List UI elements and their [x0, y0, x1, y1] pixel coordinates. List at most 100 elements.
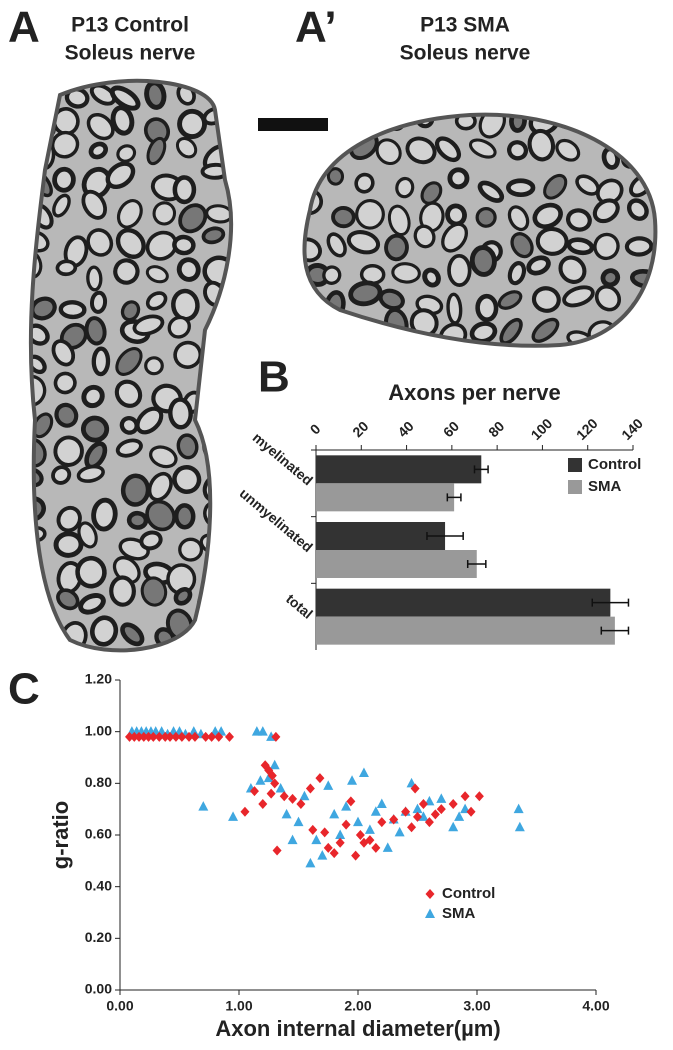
point: [329, 808, 340, 819]
axon: [318, 312, 346, 342]
point: [129, 731, 139, 742]
axon: [565, 208, 592, 232]
point: [308, 824, 318, 835]
point: [228, 811, 239, 821]
axon: [215, 623, 232, 651]
point: [430, 809, 440, 820]
axon: [562, 285, 595, 308]
axon: [201, 226, 226, 245]
legend-label: SMA: [588, 478, 622, 495]
axon: [168, 397, 193, 430]
axon: [506, 178, 536, 198]
axon: [116, 144, 137, 163]
axon: [115, 347, 143, 376]
point: [184, 731, 194, 742]
bar: [316, 455, 482, 484]
axon: [145, 499, 176, 532]
point: [201, 731, 211, 742]
point: [466, 806, 476, 817]
x-tick-label: 100: [528, 415, 556, 443]
panel-title: Soleus nerve: [65, 42, 196, 65]
axon: [109, 85, 141, 111]
axon: [172, 175, 197, 205]
axon: [176, 433, 199, 460]
axon: [132, 314, 165, 336]
point: [249, 786, 259, 797]
axon: [347, 114, 376, 132]
point: [305, 857, 316, 868]
axon: [391, 262, 421, 284]
axon: [626, 198, 649, 221]
axon: [395, 176, 415, 199]
axon: [77, 521, 98, 549]
axon: [51, 339, 76, 367]
axon: [53, 371, 77, 395]
point: [448, 821, 459, 832]
axon: [566, 237, 595, 256]
error-bar: [446, 493, 462, 502]
point: [154, 731, 164, 742]
axon: [469, 321, 498, 344]
y-axis-title: g-ratio: [48, 801, 73, 869]
axon: [422, 267, 441, 288]
point: [125, 731, 135, 742]
axon: [447, 253, 472, 287]
axon: [348, 280, 383, 307]
y-tick-label: 0.40: [85, 877, 112, 893]
x-tick-label: 0: [307, 421, 324, 438]
point: [287, 834, 298, 845]
axon: [145, 230, 178, 261]
point: [418, 811, 429, 821]
axon: [30, 374, 47, 408]
point: [177, 731, 187, 742]
error-bar: [466, 560, 487, 568]
axon: [149, 445, 178, 469]
point: [171, 731, 181, 742]
point: [413, 811, 422, 822]
point: [267, 770, 277, 781]
error-bar: [426, 532, 464, 540]
micrograph: [304, 114, 656, 346]
axon: [326, 232, 347, 258]
axon: [445, 203, 467, 227]
axon: [526, 255, 551, 276]
axon: [304, 320, 308, 341]
point: [382, 842, 393, 852]
axon: [360, 322, 385, 341]
bar: [316, 483, 455, 512]
axon: [531, 317, 560, 343]
point: [407, 822, 417, 833]
axon: [497, 290, 523, 310]
y-tick-label: myelinated: [250, 429, 316, 488]
point: [474, 791, 484, 802]
axon: [90, 615, 119, 647]
axon: [52, 166, 76, 193]
point: [377, 817, 387, 828]
axon: [86, 228, 114, 257]
y-tick-label: 0.60: [85, 826, 112, 842]
axon: [477, 180, 505, 203]
point: [410, 783, 420, 794]
point: [281, 808, 292, 819]
point: [134, 731, 144, 742]
chart-title: Axons per nerve: [388, 380, 560, 405]
point: [299, 790, 310, 801]
x-tick-label: 1.00: [225, 998, 252, 1014]
axon: [146, 136, 167, 166]
point: [346, 796, 356, 807]
axon: [172, 465, 202, 494]
axon: [30, 323, 50, 346]
axon: [420, 181, 443, 205]
axon: [110, 105, 135, 136]
y-tick-label: 0.00: [85, 981, 112, 997]
error-bar: [473, 465, 489, 474]
point: [370, 806, 381, 816]
point: [454, 811, 465, 821]
point: [460, 791, 470, 802]
axon: [53, 435, 84, 467]
point: [288, 793, 298, 804]
axon: [81, 189, 107, 220]
point: [271, 731, 281, 742]
axon: [210, 384, 231, 405]
point: [358, 767, 369, 777]
